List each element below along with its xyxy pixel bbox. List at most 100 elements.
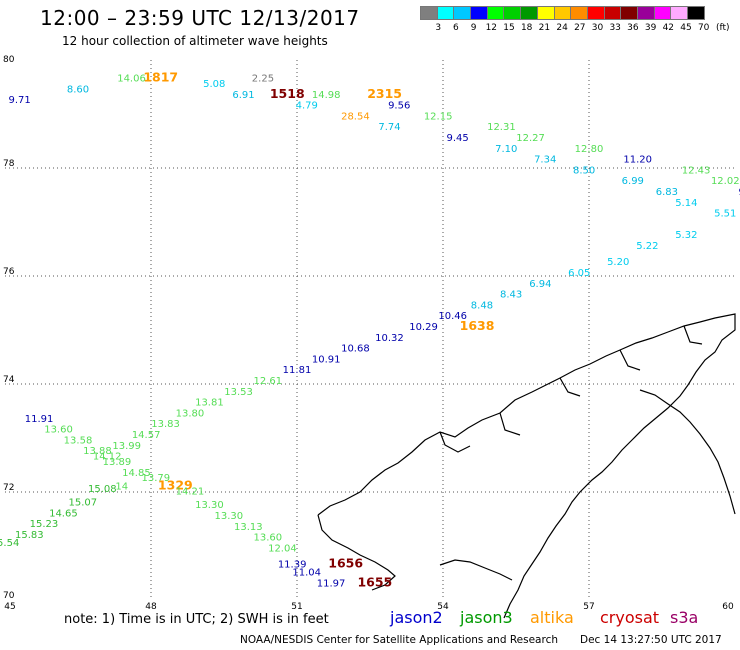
wave-height-label: 11.91 bbox=[25, 414, 54, 425]
wave-height-label: 5.32 bbox=[675, 230, 697, 241]
coastline-southern-shore bbox=[439, 559, 513, 581]
wave-height-label: 5.22 bbox=[636, 241, 658, 252]
axis-labels: 45 48 51 54 57 60 80 78 76 74 72 70 bbox=[3, 55, 734, 612]
wave-height-label: 14.85 bbox=[122, 468, 151, 479]
color-scale-label: 6 bbox=[453, 23, 459, 33]
wave-height-label: 13.30 bbox=[195, 500, 224, 511]
wave-height-label: 4.79 bbox=[296, 101, 318, 112]
wave-height-label: 5.08 bbox=[203, 79, 225, 90]
wave-height-label: 6.91 bbox=[232, 90, 254, 101]
color-scale-label: 36 bbox=[627, 23, 639, 33]
wave-height-label: 11.81 bbox=[283, 365, 312, 376]
wave-height-label: 7.10 bbox=[495, 144, 517, 155]
lat-tick-label: 70 bbox=[3, 591, 15, 601]
wave-height-label: 14.06 bbox=[117, 74, 146, 85]
lon-tick-label: 48 bbox=[145, 602, 157, 612]
wave-height-label: 14.65 bbox=[49, 508, 78, 519]
lat-lon-grid bbox=[5, 60, 735, 600]
wave-height-label: 8.60 bbox=[67, 84, 89, 95]
wave-height-label: 15.83 bbox=[15, 530, 44, 541]
lon-tick-label: 54 bbox=[437, 602, 449, 612]
color-scale-label: 70 bbox=[697, 23, 710, 33]
wave-height-label: 28.54 bbox=[341, 111, 370, 122]
wave-height-label: 13.89 bbox=[103, 457, 132, 468]
lon-tick-label: 45 bbox=[4, 602, 15, 612]
wave-height-label: 9.45 bbox=[446, 133, 468, 144]
lon-tick-label: 60 bbox=[722, 602, 734, 612]
wave-height-label: 13.79 bbox=[142, 473, 171, 484]
wave-height-label: 7.34 bbox=[534, 155, 556, 166]
lon-tick-label: 51 bbox=[291, 602, 302, 612]
wave-height-label: 6.83 bbox=[656, 187, 678, 198]
wave-height-label: 10.29 bbox=[409, 322, 438, 333]
wave-height-label: 10.46 bbox=[438, 311, 467, 322]
wave-height-label: 8.43 bbox=[500, 290, 522, 301]
color-scale-label: 12 bbox=[485, 23, 498, 33]
lat-tick-label: 78 bbox=[3, 159, 15, 169]
wave-height-label: 13.88 bbox=[83, 446, 112, 457]
wave-height-label: 9.71 bbox=[8, 95, 30, 106]
color-scale-label: 30 bbox=[591, 23, 604, 33]
wave-height-label: 6.99 bbox=[622, 176, 644, 187]
wave-height-label: 5.20 bbox=[607, 257, 629, 268]
map-title: 12:00 – 23:59 UTC 12/13/2017 bbox=[40, 6, 360, 30]
color-swatch bbox=[687, 6, 705, 20]
wave-height-label: 10.68 bbox=[341, 344, 370, 355]
color-scale-label: 42 bbox=[662, 23, 675, 33]
wave-height-label: 14 bbox=[115, 481, 128, 492]
coastline-east-shore bbox=[639, 389, 736, 515]
coastline bbox=[317, 313, 736, 619]
coastline-fjords bbox=[439, 325, 703, 453]
wave-height-label: 15.07 bbox=[69, 498, 98, 509]
wave-height-label: 1638 bbox=[460, 318, 495, 333]
wave-height-label: 10.91 bbox=[312, 354, 341, 365]
wave-height-label: 12.15 bbox=[424, 111, 453, 122]
wave-height-label: 14.21 bbox=[176, 487, 205, 498]
wave-height-label: 15.23 bbox=[30, 519, 59, 530]
lat-tick-label: 74 bbox=[3, 375, 15, 385]
color-scale-label: 3 bbox=[435, 23, 442, 33]
wave-height-label: 5.14 bbox=[675, 198, 697, 209]
color-scale-label: 39 bbox=[644, 23, 657, 33]
color-scale-unit: (ft) bbox=[716, 23, 730, 33]
wave-height-label: 1817 bbox=[143, 70, 178, 85]
credit-line: NOAA/NESDIS Center for Satellite Applica… bbox=[240, 634, 558, 646]
wave-height-label: 9.90 bbox=[738, 187, 740, 198]
wave-height-label: 11.20 bbox=[623, 155, 652, 166]
wave-height-label: 2315 bbox=[367, 86, 402, 101]
wave-height-label: 1329 bbox=[158, 477, 193, 492]
wave-height-label: 12.43 bbox=[682, 165, 711, 176]
color-scale-label: 27 bbox=[574, 23, 586, 33]
wave-height-label: 12.27 bbox=[516, 133, 545, 144]
legend-cryosat: cryosat bbox=[600, 608, 660, 627]
color-scale-label: 33 bbox=[609, 23, 621, 33]
wave-height-label: 1656 bbox=[328, 556, 363, 571]
wave-height-label: 11.04 bbox=[292, 568, 321, 579]
color-scale-labels: 3 6 9 12 15 18 21 24 27 30 33 36 39 42 45 70 bbox=[420, 23, 730, 35]
wave-height-label: 13.60 bbox=[44, 425, 73, 436]
wave-height-label: 12.80 bbox=[575, 144, 604, 155]
map-subtitle: 12 hour collection of altimeter wave hei… bbox=[62, 34, 328, 48]
wave-height-label: 1518 bbox=[270, 86, 305, 101]
color-scale-label: 24 bbox=[556, 23, 568, 33]
wave-height-label: 14.98 bbox=[312, 90, 341, 101]
wave-height-label: 14.57 bbox=[132, 430, 161, 441]
generation-timestamp: Dec 14 13:27:50 UTC 2017 bbox=[580, 634, 722, 646]
legend-jason3: jason3 bbox=[460, 608, 513, 627]
wave-height-label: 13.99 bbox=[112, 441, 141, 452]
wave-height-label: 13.30 bbox=[215, 511, 244, 522]
wave-height-label: 10.32 bbox=[375, 333, 404, 344]
wave-height-label: 12.04 bbox=[268, 543, 297, 554]
wave-height-label: 15.54 bbox=[0, 538, 19, 549]
wave-height-label: 11.39 bbox=[278, 560, 307, 571]
wave-height-label: 15.08 bbox=[88, 484, 117, 495]
wave-height-label: 13.60 bbox=[253, 533, 282, 544]
legend-jason2: jason2 bbox=[390, 608, 443, 627]
wave-height-label: 14.12 bbox=[93, 452, 122, 463]
lat-tick-label: 72 bbox=[3, 483, 14, 493]
wave-height-label: 13.58 bbox=[64, 435, 93, 446]
legend-altika: altika bbox=[530, 608, 574, 627]
